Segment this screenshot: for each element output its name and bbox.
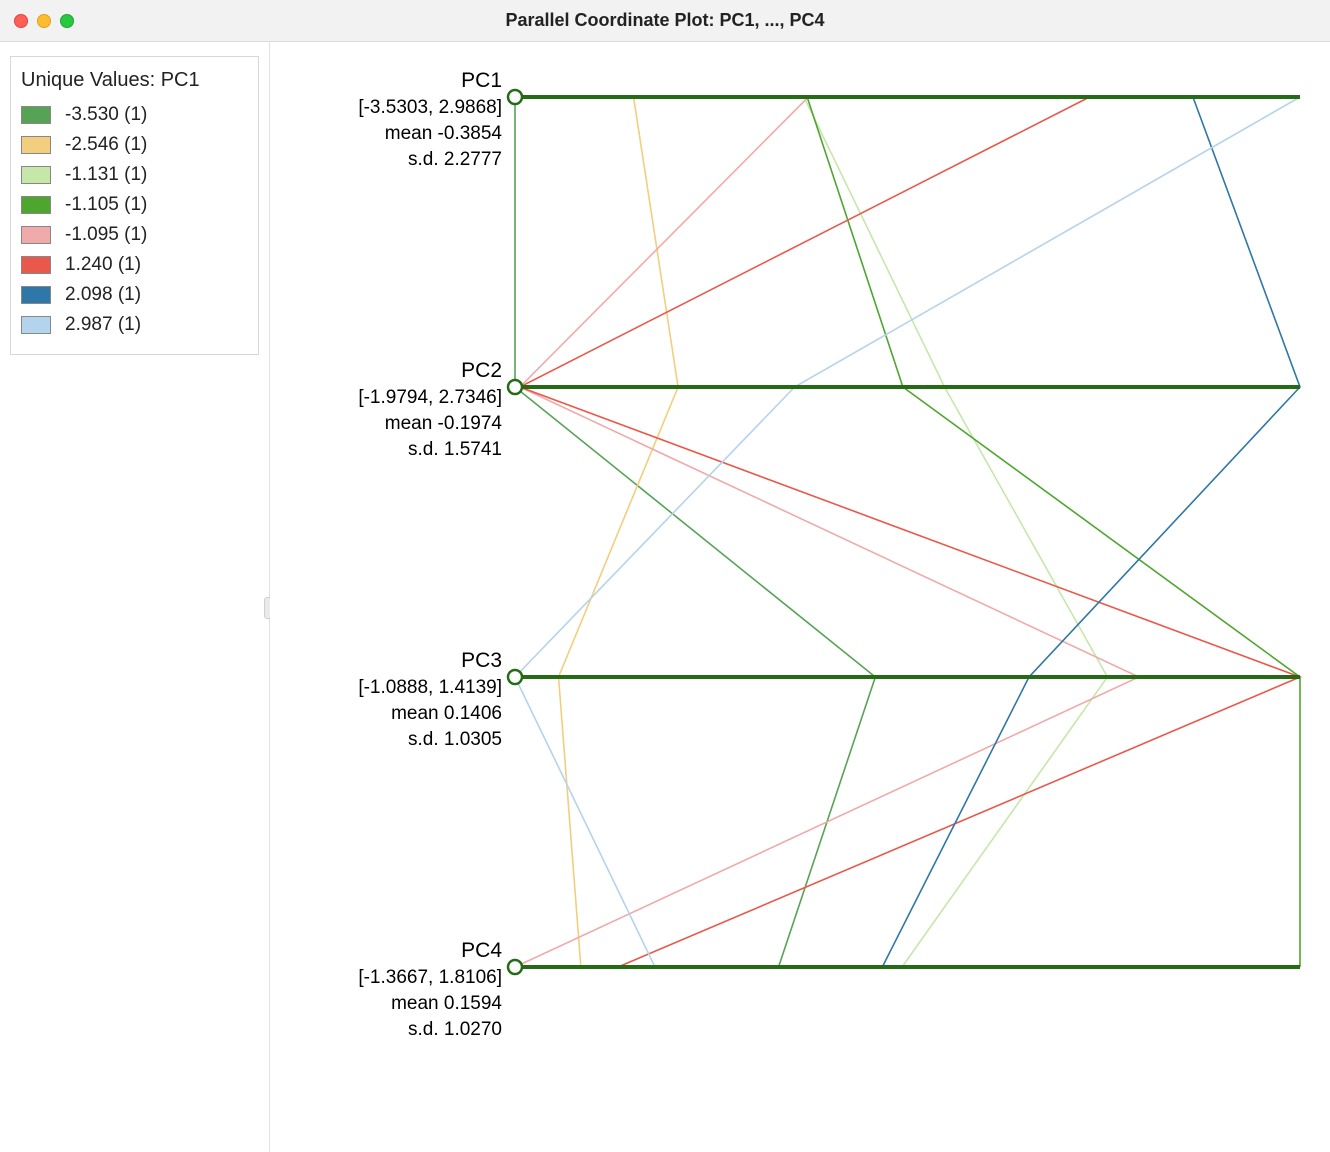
axis-labelblock: PC4[-1.3667, 1.8106]mean 0.1594s.d. 1.02… xyxy=(272,937,502,1042)
axis-sd: s.d. 1.0305 xyxy=(272,727,502,753)
series-line[interactable] xyxy=(515,97,1139,967)
series-group xyxy=(515,97,1300,967)
legend-item[interactable]: 2.098 (1) xyxy=(21,280,248,310)
axis-handle-icon[interactable] xyxy=(508,380,522,394)
axis-name: PC3 xyxy=(272,647,502,675)
legend-swatch xyxy=(21,226,51,244)
legend-swatch xyxy=(21,316,51,334)
legend-label: -3.530 (1) xyxy=(65,104,147,126)
legend-swatch xyxy=(21,286,51,304)
legend-item[interactable]: -2.546 (1) xyxy=(21,130,248,160)
axis-range: [-1.9794, 2.7346] xyxy=(272,385,502,411)
axis-range: [-3.5303, 2.9868] xyxy=(272,95,502,121)
axis-mean: mean -0.3854 xyxy=(272,121,502,147)
legend-label: -1.131 (1) xyxy=(65,164,147,186)
legend-label: 2.987 (1) xyxy=(65,314,141,336)
axis-range: [-1.0888, 1.4139] xyxy=(272,675,502,701)
axis-name: PC4 xyxy=(272,937,502,965)
legend-sidebar: Unique Values: PC1 -3.530 (1)-2.546 (1)-… xyxy=(0,42,270,1152)
axis-range: [-1.3667, 1.8106] xyxy=(272,965,502,991)
legend-item[interactable]: -1.105 (1) xyxy=(21,190,248,220)
legend-swatch xyxy=(21,256,51,274)
legend-swatch xyxy=(21,196,51,214)
series-line[interactable] xyxy=(559,97,679,967)
legend-label: -1.095 (1) xyxy=(65,224,147,246)
series-line[interactable] xyxy=(807,97,1300,967)
series-line[interactable] xyxy=(520,97,1300,967)
axis-name: PC2 xyxy=(272,357,502,385)
axis-handle-icon[interactable] xyxy=(508,960,522,974)
legend-item[interactable]: -3.530 (1) xyxy=(21,100,248,130)
legend-swatch xyxy=(21,136,51,154)
plot-area[interactable]: PC1[-3.5303, 2.9868]mean -0.3854s.d. 2.2… xyxy=(270,42,1330,1152)
axis-sd: s.d. 1.5741 xyxy=(272,437,502,463)
series-line[interactable] xyxy=(515,97,1300,967)
legend-label: -2.546 (1) xyxy=(65,134,147,156)
axis-sd: s.d. 1.0270 xyxy=(272,1017,502,1043)
legend-label: 1.240 (1) xyxy=(65,254,141,276)
zoom-icon[interactable] xyxy=(60,14,74,28)
axis-name: PC1 xyxy=(272,67,502,95)
legend-label: -1.105 (1) xyxy=(65,194,147,216)
axis-handle-icon[interactable] xyxy=(508,670,522,684)
legend-item[interactable]: -1.131 (1) xyxy=(21,160,248,190)
legend-item[interactable]: 2.987 (1) xyxy=(21,310,248,340)
legend-swatch xyxy=(21,166,51,184)
series-line[interactable] xyxy=(882,97,1300,967)
minimize-icon[interactable] xyxy=(37,14,51,28)
axis-labelblock: PC2[-1.9794, 2.7346]mean -0.1974s.d. 1.5… xyxy=(272,357,502,462)
legend-swatch xyxy=(21,106,51,124)
legend-label: 2.098 (1) xyxy=(65,284,141,306)
content-area: Unique Values: PC1 -3.530 (1)-2.546 (1)-… xyxy=(0,42,1330,1152)
legend-box: Unique Values: PC1 -3.530 (1)-2.546 (1)-… xyxy=(10,56,259,355)
legend-title: Unique Values: PC1 xyxy=(21,69,248,92)
axis-labelblock: PC1[-3.5303, 2.9868]mean -0.3854s.d. 2.2… xyxy=(272,67,502,172)
close-icon[interactable] xyxy=(14,14,28,28)
legend-item[interactable]: -1.095 (1) xyxy=(21,220,248,250)
axis-mean: mean 0.1406 xyxy=(272,701,502,727)
window-title: Parallel Coordinate Plot: PC1, ..., PC4 xyxy=(0,10,1330,31)
traffic-lights xyxy=(14,14,74,28)
axis-sd: s.d. 2.2777 xyxy=(272,147,502,173)
axis-mean: mean -0.1974 xyxy=(272,411,502,437)
series-line[interactable] xyxy=(515,97,875,967)
window-titlebar: Parallel Coordinate Plot: PC1, ..., PC4 xyxy=(0,0,1330,42)
axis-handle-icon[interactable] xyxy=(508,90,522,104)
legend-item[interactable]: 1.240 (1) xyxy=(21,250,248,280)
axis-labelblock: PC3[-1.0888, 1.4139]mean 0.1406s.d. 1.03… xyxy=(272,647,502,752)
axes-group xyxy=(508,90,1300,974)
legend-items: -3.530 (1) -2.546 (1) -1.131 (1) -1.105 (1)… xyxy=(21,100,248,340)
axis-mean: mean 0.1594 xyxy=(272,991,502,1017)
